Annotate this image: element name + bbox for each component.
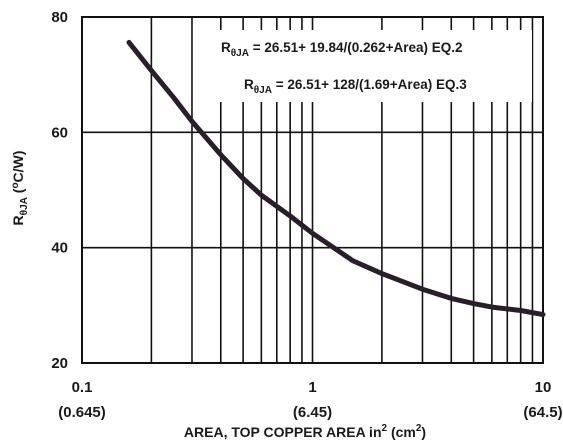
x-tick-label: 10 [535, 379, 552, 396]
annotation-eq3: RθJA = 26.51+ 128/(1.69+Area) EQ.3 [244, 77, 467, 96]
x-tick-label: 1 [308, 379, 316, 396]
y-axis-title: RθJA (oC/W) [10, 151, 30, 226]
plot-frame [81, 16, 544, 364]
x-tick-label-cm: (0.645) [58, 404, 106, 421]
x-tick-label-cm: (6.45) [293, 404, 332, 421]
x-axis-title: AREA, TOP COPPER AREA in2 (cm2) [184, 423, 426, 440]
annotation-eq2: RθJA = 26.51+ 19.84/(0.262+Area) EQ.2 [221, 40, 462, 59]
x-tick-label: 0.1 [72, 379, 93, 396]
y-tick-label: 40 [51, 240, 68, 257]
y-tick-label: 20 [51, 355, 68, 372]
x-tick-label-cm: (64.5) [523, 404, 562, 421]
y-tick-label: 60 [51, 124, 68, 141]
y-tick-labels: 20 40 60 80 [51, 9, 68, 372]
y-tick-label: 80 [51, 9, 68, 26]
series-line [126, 39, 546, 318]
x-tick-labels: 0.1 (0.645) 1 (6.45) 10 (64.5) [58, 379, 562, 421]
annotation-box [218, 30, 532, 102]
